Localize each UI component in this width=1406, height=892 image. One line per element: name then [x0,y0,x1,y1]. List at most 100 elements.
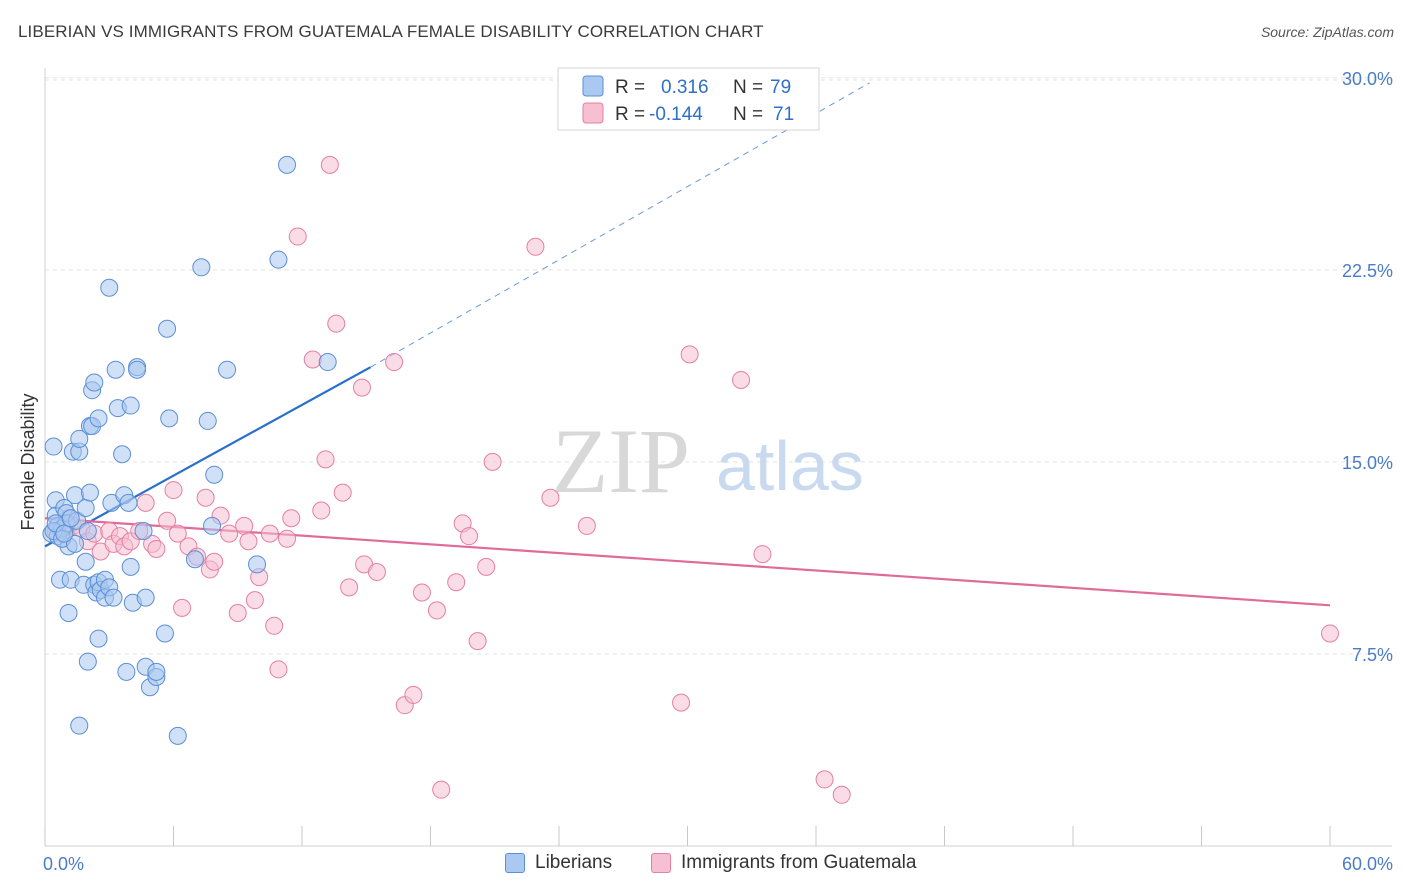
point-guatemala-23 [196,488,215,507]
point-liberians-29 [85,373,104,392]
point-liberians-69 [248,555,267,574]
point-guatemala-35 [269,660,288,679]
point-liberians-33 [89,409,108,428]
legend-swatch-liberians [582,75,604,97]
trend-line-guatemala [44,517,1331,607]
point-guatemala-52 [412,583,431,602]
point-guatemala-55 [447,573,466,592]
point-liberians-44 [113,445,132,464]
source-label: Source: ZipAtlas.com [1260,24,1394,40]
point-liberians-22 [76,552,95,571]
point-guatemala-28 [228,603,247,622]
y-tick-label-2: 22.5% [1342,261,1393,281]
point-guatemala-48 [367,563,386,582]
point-guatemala-61 [526,237,545,256]
point-liberians-70 [269,250,288,269]
point-liberians-41 [104,588,123,607]
trend-line-liberians-solid [44,366,372,548]
x-tick-labels: 0.0% 60.0% [43,854,1393,874]
point-guatemala-66 [732,370,751,389]
point-liberians-21 [76,498,95,517]
point-guatemala-54 [432,780,451,799]
x-tick-label-max: 60.0% [1342,854,1393,874]
legend-swatch-guatemala [582,102,604,124]
point-liberians-42 [106,360,125,379]
point-guatemala-67 [753,545,772,564]
trend-line-guatemala-solid [44,517,1331,607]
point-guatemala-38 [288,227,307,246]
point-guatemala-49 [385,353,404,372]
point-liberians-60 [158,319,177,338]
point-guatemala-31 [245,591,264,610]
legend-r-label-2: R = [615,104,645,125]
point-liberians-68 [218,360,237,379]
legend-r-value-2: -0.144 [649,104,703,125]
point-guatemala-45 [340,578,359,597]
point-guatemala-37 [282,509,301,528]
point-guatemala-65 [680,345,699,364]
legend-item-guatemala: Immigrants from Guatemala [651,852,916,874]
point-liberians-54 [136,588,155,607]
legend-label-liberians: Liberians [535,852,613,873]
legend-swatch-guatemala [651,853,671,873]
point-liberians-59 [155,624,174,643]
point-liberians-62 [168,726,187,745]
point-guatemala-59 [477,557,496,576]
y-tick-label-3: 30.0% [1342,69,1393,89]
point-liberians-71 [278,155,297,174]
legend-n-label-1: N = [733,77,763,98]
y-tick-labels: 7.5% 15.0% 22.5% 30.0% [1342,69,1393,665]
point-liberians-47 [119,493,138,512]
points-liberians [42,155,337,745]
point-liberians-38 [100,278,119,297]
point-guatemala-36 [278,529,297,548]
point-guatemala-20 [173,598,192,617]
point-liberians-46 [117,662,136,681]
point-liberians-53 [134,522,153,541]
legend-r-label-1: R = [615,77,645,98]
legend-top: R = 0.316 N = 79 R = -0.144 N = 71 [557,67,820,131]
point-liberians-65 [198,411,217,430]
point-guatemala-19 [168,524,187,543]
point-guatemala-40 [312,501,331,520]
point-liberians-1 [44,437,63,456]
grid-lines [45,77,1392,655]
point-guatemala-64 [672,693,691,712]
point-guatemala-70 [1321,624,1339,643]
point-liberians-23 [78,652,97,671]
point-liberians-34 [89,629,108,648]
point-guatemala-34 [265,616,284,635]
point-liberians-49 [121,557,140,576]
point-guatemala-63 [577,516,596,535]
point-guatemala-51 [404,685,423,704]
watermark-atlas: atlas [716,427,864,505]
point-liberians-52 [128,360,147,379]
point-guatemala-39 [303,350,322,369]
point-guatemala-17 [158,511,177,530]
point-guatemala-18 [164,481,183,500]
point-liberians-58 [147,662,166,681]
y-axis-label: Female Disability [18,393,38,530]
points-guatemala [46,155,1339,804]
point-liberians-77 [55,524,74,543]
legend-bottom: Liberians Immigrants from Guatemala [0,852,1406,878]
point-guatemala-53 [427,601,446,620]
point-guatemala-69 [832,785,851,804]
y-tick-label-0: 7.5% [1352,645,1393,665]
point-liberians-63 [185,550,204,569]
point-guatemala-29 [235,516,254,535]
point-liberians-11 [59,603,78,622]
point-guatemala-58 [468,632,487,651]
x-tick-label-min: 0.0% [43,854,84,874]
legend-n-value-2: 71 [773,104,794,125]
point-guatemala-27 [220,524,239,543]
point-guatemala-46 [352,378,371,397]
point-liberians-25 [80,483,99,502]
point-guatemala-33 [260,524,279,543]
point-guatemala-14 [136,493,155,512]
point-liberians-67 [205,465,224,484]
point-guatemala-25 [205,552,224,571]
legend-n-label-2: N = [733,104,763,125]
point-guatemala-16 [147,539,166,558]
